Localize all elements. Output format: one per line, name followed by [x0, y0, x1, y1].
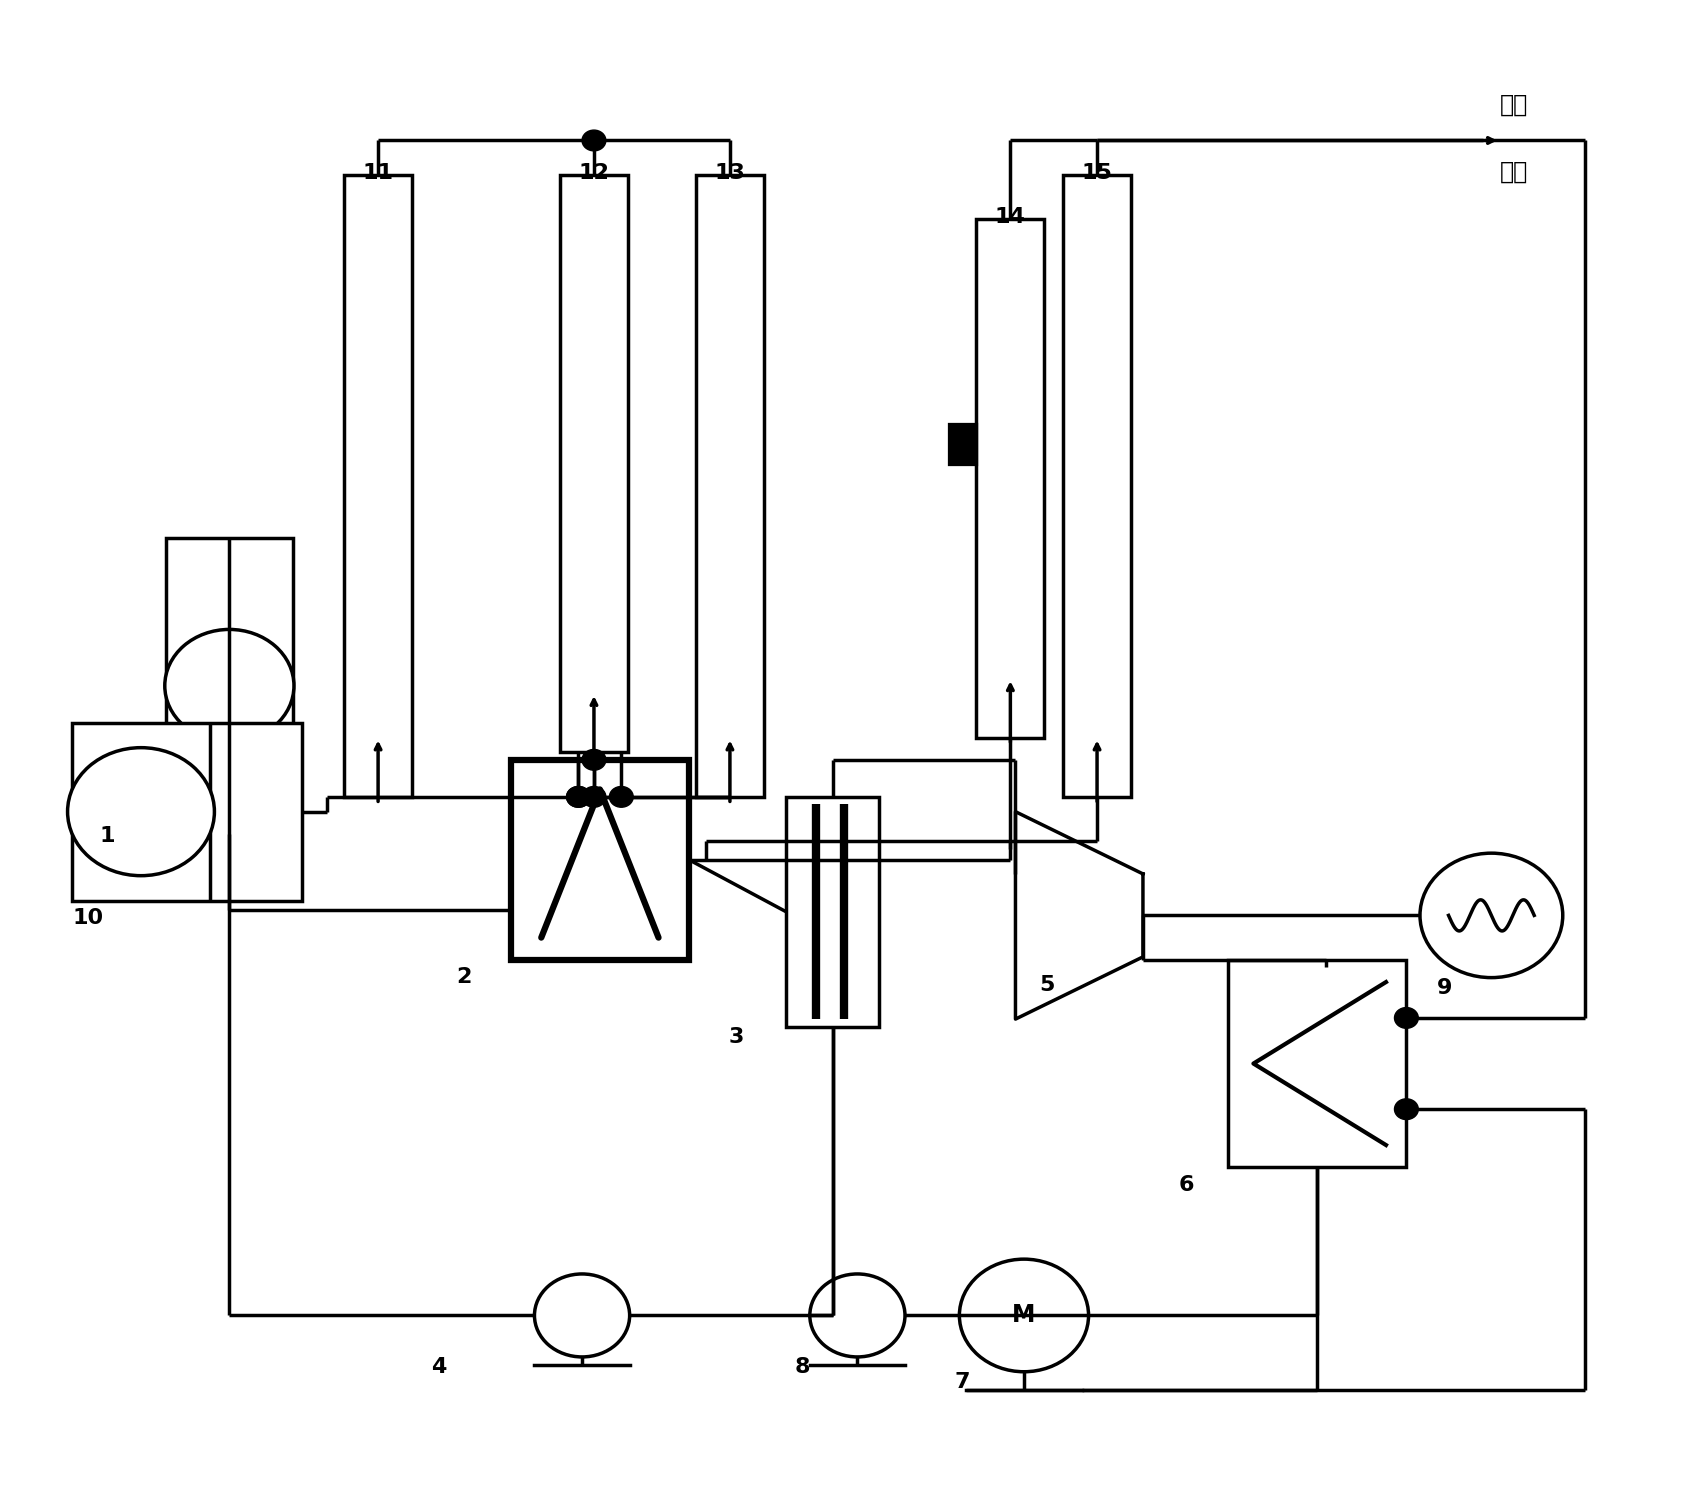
Circle shape — [1393, 1007, 1417, 1028]
Circle shape — [567, 787, 591, 808]
Text: 12: 12 — [579, 162, 609, 183]
Text: 13: 13 — [714, 162, 744, 183]
Circle shape — [1419, 854, 1562, 977]
Text: 4: 4 — [430, 1357, 446, 1377]
Circle shape — [582, 749, 606, 770]
Text: 10: 10 — [72, 907, 102, 928]
Circle shape — [1393, 1098, 1417, 1119]
Text: 9: 9 — [1436, 977, 1451, 998]
Text: 7: 7 — [954, 1372, 970, 1392]
Circle shape — [582, 130, 606, 150]
Bar — [72, 723, 302, 900]
Bar — [1227, 960, 1405, 1167]
Circle shape — [567, 787, 591, 808]
Circle shape — [809, 1274, 905, 1357]
Circle shape — [609, 787, 633, 808]
Bar — [1062, 174, 1130, 797]
Text: 11: 11 — [362, 162, 393, 183]
Text: 3: 3 — [727, 1027, 743, 1046]
Circle shape — [164, 629, 294, 742]
Bar — [976, 219, 1043, 738]
Text: 8: 8 — [794, 1357, 809, 1377]
Text: 5: 5 — [1038, 974, 1053, 995]
Text: 2: 2 — [456, 967, 471, 988]
Text: 6: 6 — [1178, 1174, 1193, 1195]
Text: 燃料: 燃料 — [1499, 159, 1528, 183]
Bar — [510, 760, 688, 960]
Text: 15: 15 — [1081, 162, 1111, 183]
Circle shape — [959, 1259, 1087, 1372]
Circle shape — [68, 748, 215, 876]
Bar — [951, 426, 975, 463]
Text: 液体: 液体 — [1499, 92, 1528, 118]
Bar — [695, 174, 763, 797]
Bar — [166, 538, 294, 834]
Bar — [560, 174, 628, 752]
Text: 14: 14 — [995, 207, 1026, 226]
Text: M: M — [1012, 1304, 1034, 1328]
Bar — [785, 797, 879, 1027]
Circle shape — [534, 1274, 630, 1357]
Bar — [343, 174, 411, 797]
Circle shape — [582, 787, 606, 808]
Text: 1: 1 — [99, 827, 114, 846]
